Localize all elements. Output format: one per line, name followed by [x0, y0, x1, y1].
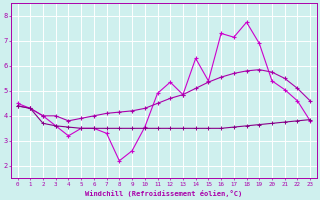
- X-axis label: Windchill (Refroidissement éolien,°C): Windchill (Refroidissement éolien,°C): [85, 190, 243, 197]
